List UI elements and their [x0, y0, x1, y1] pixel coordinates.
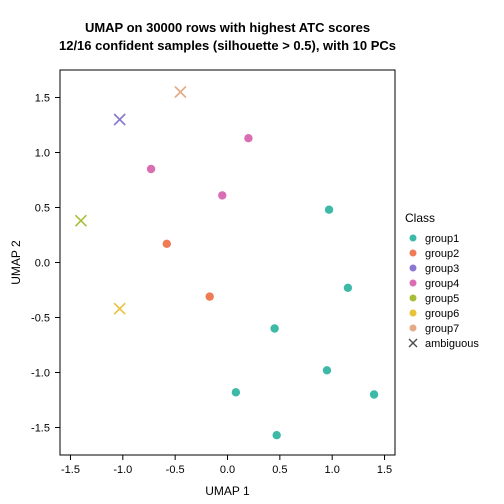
legend-swatch-group2: [410, 250, 417, 257]
legend-swatch-group5: [410, 295, 417, 302]
y-tick-label: -1.0: [31, 368, 50, 380]
x-axis-label: UMAP 1: [205, 484, 250, 498]
legend-title: Class: [405, 211, 435, 225]
point-group4-11: [244, 134, 252, 142]
point-group1-4: [232, 388, 240, 396]
point-group1-3: [323, 366, 331, 374]
y-tick-label: 1.0: [35, 148, 50, 160]
legend-label-group2: group2: [425, 248, 459, 260]
x-tick-label: -1.0: [113, 464, 132, 476]
y-tick-label: -1.5: [31, 423, 50, 435]
legend-label-group6: group6: [425, 308, 459, 320]
y-axis-label: UMAP 2: [9, 240, 23, 285]
legend-label-group1: group1: [425, 233, 459, 245]
legend-label-group7: group7: [425, 323, 459, 335]
point-group1-1: [344, 284, 352, 292]
point-group1-2: [270, 324, 278, 332]
legend-swatch-group1: [410, 235, 417, 242]
x-tick-label: 1.0: [325, 464, 340, 476]
point-group4-9: [147, 165, 155, 173]
point-group1-5: [370, 390, 378, 398]
point-group4-10: [218, 191, 226, 199]
legend-swatch-group6: [410, 310, 417, 317]
point-group1-6: [273, 431, 281, 439]
x-tick-label: 0.0: [220, 464, 235, 476]
chart-svg: -1.5 -1.0 -0.5 0.0 0.5 1.0 1.5 -1.5 -1.0 -0.5 0.0 0…: [0, 0, 504, 504]
legend-label-ambiguous: ambiguous: [425, 338, 479, 350]
umap-scatter-chart: -1.5 -1.0 -0.5 0.0 0.5 1.0 1.5 -1.5 -1.0 -0.5 0.0 0…: [0, 0, 504, 504]
legend-label-group5: group5: [425, 293, 459, 305]
x-tick-label: -1.5: [61, 464, 80, 476]
point-group2-7: [163, 240, 171, 248]
legend-swatch-group4: [410, 280, 417, 287]
y-tick-label: 0.0: [35, 258, 50, 270]
y-tick-label: 0.5: [35, 203, 50, 215]
legend-label-group3: group3: [425, 263, 459, 275]
legend-label-group4: group4: [425, 278, 459, 290]
point-group2-8: [206, 292, 214, 300]
y-tick-label: -0.5: [31, 313, 50, 325]
y-tick-label: 1.5: [35, 93, 50, 105]
x-tick-label: -0.5: [166, 464, 185, 476]
x-tick-label: 1.5: [377, 464, 392, 476]
legend-swatch-group7: [410, 325, 417, 332]
point-group1-0: [325, 206, 333, 214]
chart-title-line2: 12/16 confident samples (silhouette > 0.…: [59, 38, 396, 53]
legend-swatch-group3: [410, 265, 417, 272]
chart-title-line1: UMAP on 30000 rows with highest ATC scor…: [85, 20, 370, 35]
x-tick-label: 0.5: [272, 464, 287, 476]
